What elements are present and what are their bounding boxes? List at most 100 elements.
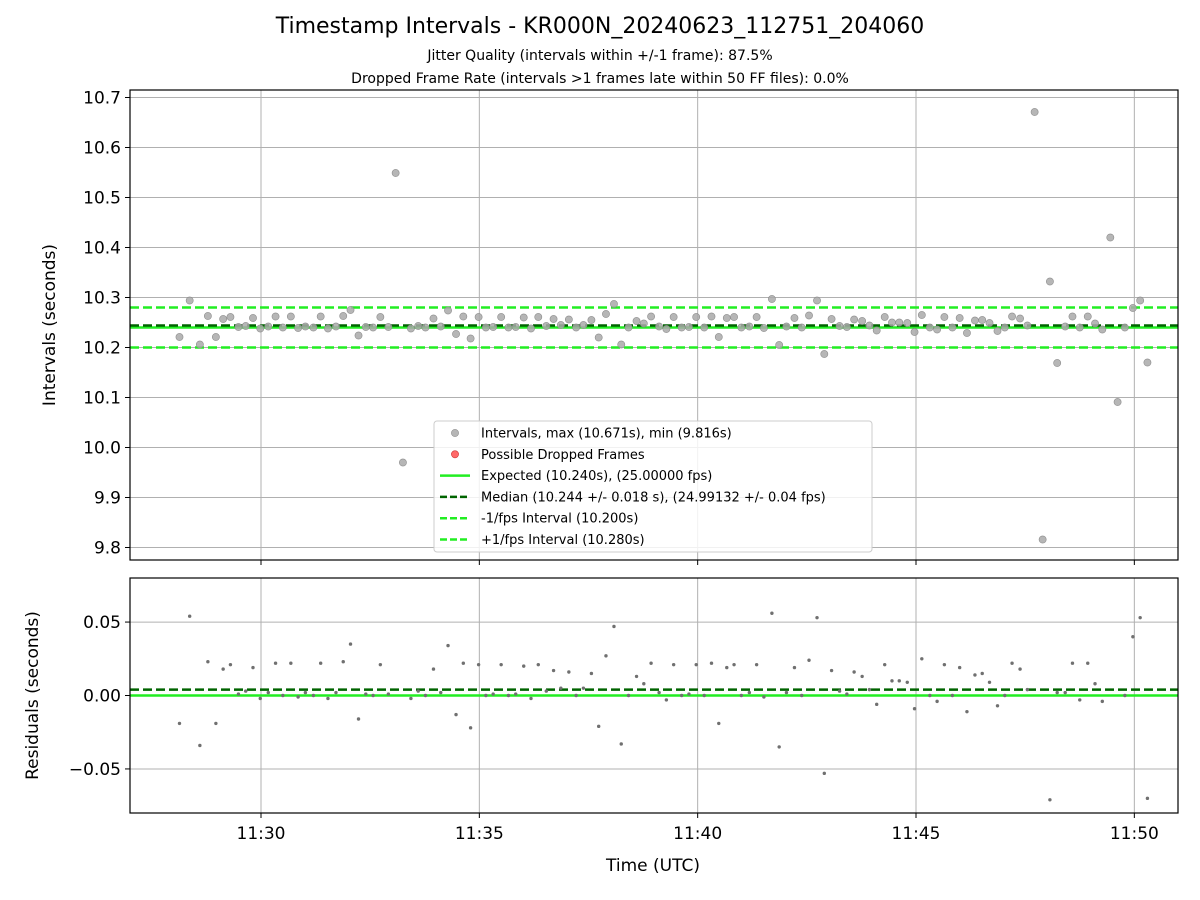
- legend-marker: [451, 429, 459, 437]
- residual-point: [589, 671, 594, 676]
- residual-point: [883, 662, 887, 667]
- residual-point: [356, 717, 361, 721]
- interval-point: [1143, 358, 1152, 367]
- interval-point: [955, 314, 964, 322]
- residual-point: [1025, 687, 1030, 692]
- x-tick-label: 11:30: [237, 824, 286, 844]
- interval-point: [294, 324, 303, 332]
- interval-point: [1068, 312, 1077, 321]
- residual-point: [446, 643, 450, 648]
- residual-point: [1063, 690, 1067, 695]
- residual-point: [739, 693, 744, 698]
- residual-point: [484, 693, 488, 698]
- residual-point: [800, 693, 804, 698]
- interval-points: [175, 108, 1152, 544]
- interval-point: [376, 313, 385, 321]
- legend: Intervals, max (10.671s), min (9.816s) Po…: [433, 420, 873, 553]
- interval-point: [752, 313, 761, 321]
- reference-lines: [130, 306, 1178, 349]
- residual-point: [348, 642, 353, 646]
- residual-point: [612, 624, 616, 629]
- residual-point: [1078, 698, 1082, 702]
- residual-point: [626, 693, 631, 698]
- residual-point: [303, 690, 308, 695]
- y-tick-label: 10.3: [83, 289, 121, 309]
- interval-point: [1106, 233, 1115, 242]
- legend-label: Possible Dropped Frames: [481, 448, 645, 463]
- interval-point: [556, 321, 565, 329]
- y-tick-label: 10.7: [83, 89, 121, 109]
- interval-point: [384, 323, 393, 331]
- interval-point: [910, 328, 919, 336]
- residual-point: [1086, 661, 1090, 665]
- interval-point: [572, 323, 581, 332]
- legend-entry: Possible Dropped Frames: [451, 448, 645, 463]
- interval-point: [685, 323, 693, 331]
- residual-point: [725, 665, 729, 670]
- interval-point: [579, 321, 588, 329]
- interval-point: [346, 306, 355, 314]
- legend-entry: Expected (10.240s), (25.00000 fps): [440, 469, 712, 484]
- interval-point: [865, 321, 874, 330]
- interval-point: [474, 313, 483, 321]
- residuals-plot: −0.05 0.00 0.05 11:30 11:35 11:40 11:45 11:50 Ti…: [23, 577, 1179, 876]
- residual-point: [574, 693, 578, 698]
- residual-point: [409, 696, 413, 701]
- residual-point: [980, 671, 984, 676]
- residual-point: [251, 665, 255, 670]
- interval-point: [339, 312, 348, 320]
- interval-point: [639, 319, 648, 328]
- residual-point: [1145, 796, 1150, 801]
- residual-point: [544, 689, 548, 693]
- interval-point: [278, 323, 287, 332]
- residual-point: [815, 615, 819, 620]
- interval-point: [497, 313, 506, 321]
- residual-point: [214, 721, 218, 726]
- residual-point: [1093, 682, 1097, 686]
- y-tick-label: 10.1: [83, 389, 121, 409]
- interval-point: [481, 323, 490, 332]
- interval-point: [391, 169, 400, 177]
- interval-point: [519, 313, 528, 322]
- y-tick-label: 10.4: [83, 239, 121, 259]
- interval-point: [1120, 323, 1129, 332]
- y-tick-label: 0.05: [83, 613, 121, 633]
- residual-point: [1070, 661, 1075, 665]
- interval-point: [1098, 325, 1107, 334]
- residual-point: [468, 726, 473, 730]
- residual-point: [770, 611, 774, 615]
- interval-point: [782, 322, 791, 331]
- residual-point: [860, 674, 864, 679]
- legend-label: Median (10.244 +/- 0.018 s), (24.99132 +…: [481, 490, 826, 505]
- residual-point: [1018, 667, 1022, 671]
- interval-point: [459, 312, 468, 321]
- residual-point: [784, 690, 789, 695]
- residual-point: [995, 704, 1000, 708]
- residual-point: [341, 660, 345, 664]
- legend-box: [433, 420, 873, 553]
- residual-point: [491, 692, 495, 696]
- interval-point: [1083, 312, 1092, 321]
- residual-point: [664, 698, 669, 702]
- interval-point: [185, 296, 194, 305]
- interval-point: [534, 313, 543, 321]
- interval-point: [1053, 359, 1062, 367]
- y-tick-label: −0.05: [69, 760, 121, 780]
- legend-label: Expected (10.240s), (25.00000 fps): [481, 469, 712, 484]
- interval-point: [655, 322, 663, 331]
- interval-point: [316, 312, 325, 321]
- chart-subtitle-dropped: Dropped Frame Rate (intervals >1 frames …: [351, 71, 849, 87]
- interval-point: [594, 333, 603, 342]
- residual-point: [431, 667, 436, 671]
- interval-point: [880, 313, 889, 321]
- residual-point: [762, 695, 766, 699]
- legend-entry: -1/fps Interval (10.200s): [440, 512, 638, 527]
- interval-point: [985, 319, 994, 327]
- interval-point: [429, 314, 438, 323]
- residual-point: [318, 661, 323, 665]
- interval-point: [542, 322, 551, 330]
- interval-point: [271, 312, 280, 321]
- interval-point: [895, 318, 904, 327]
- residual-point: [386, 692, 391, 696]
